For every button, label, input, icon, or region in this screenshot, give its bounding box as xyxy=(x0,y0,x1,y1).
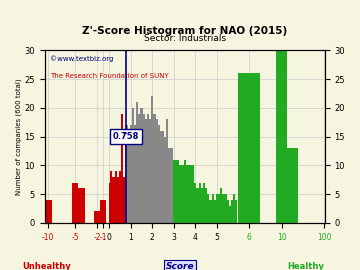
Text: ©www.textbiz.org: ©www.textbiz.org xyxy=(50,56,114,62)
Bar xyxy=(134,125,136,223)
Bar xyxy=(117,177,119,223)
Bar xyxy=(151,96,153,223)
Bar xyxy=(287,148,298,223)
Bar xyxy=(192,165,194,223)
Bar xyxy=(78,188,85,223)
Bar xyxy=(149,119,151,223)
Bar xyxy=(186,165,188,223)
Bar xyxy=(143,114,145,223)
Bar xyxy=(207,194,210,223)
Bar xyxy=(130,125,132,223)
Bar xyxy=(218,194,220,223)
Y-axis label: Number of companies (600 total): Number of companies (600 total) xyxy=(15,78,22,195)
Text: Sector: Industrials: Sector: Industrials xyxy=(144,34,226,43)
Bar xyxy=(114,171,117,223)
Bar xyxy=(175,160,177,223)
Bar xyxy=(138,114,140,223)
Bar xyxy=(201,188,203,223)
Bar xyxy=(212,194,214,223)
Text: Healthy: Healthy xyxy=(288,262,324,270)
Bar xyxy=(156,119,158,223)
Bar xyxy=(109,183,110,223)
Bar xyxy=(147,114,149,223)
Bar xyxy=(214,200,216,223)
Bar xyxy=(222,194,225,223)
Bar xyxy=(203,183,205,223)
Bar xyxy=(112,177,114,223)
Bar xyxy=(140,108,143,223)
Bar xyxy=(123,177,125,223)
Bar xyxy=(72,183,78,223)
Text: Unhealthy: Unhealthy xyxy=(22,262,71,270)
Bar xyxy=(225,194,227,223)
Bar xyxy=(210,200,212,223)
Bar xyxy=(145,119,147,223)
Text: Score: Score xyxy=(166,262,194,270)
Bar xyxy=(177,160,179,223)
Bar xyxy=(136,102,138,223)
Bar xyxy=(184,160,186,223)
Bar xyxy=(229,205,231,223)
Bar xyxy=(205,188,207,223)
Bar xyxy=(125,125,127,223)
Text: 0.758: 0.758 xyxy=(112,132,139,141)
Bar xyxy=(121,114,123,223)
Bar xyxy=(94,211,100,223)
Bar xyxy=(166,119,168,223)
Bar xyxy=(119,171,121,223)
Bar xyxy=(153,114,156,223)
Bar xyxy=(231,200,233,223)
Bar xyxy=(276,50,287,223)
Bar xyxy=(164,137,166,223)
Bar xyxy=(158,125,160,223)
Bar xyxy=(181,165,184,223)
Bar xyxy=(45,200,52,223)
Bar xyxy=(238,73,260,223)
Bar xyxy=(100,200,106,223)
Bar xyxy=(197,188,199,223)
Bar xyxy=(216,194,218,223)
Bar xyxy=(110,171,112,223)
Bar xyxy=(227,200,229,223)
Bar xyxy=(235,200,237,223)
Bar xyxy=(162,131,164,223)
Bar xyxy=(179,165,181,223)
Bar xyxy=(188,165,190,223)
Bar xyxy=(173,160,175,223)
Text: The Research Foundation of SUNY: The Research Foundation of SUNY xyxy=(50,73,169,79)
Bar xyxy=(190,165,192,223)
Bar xyxy=(160,131,162,223)
Bar xyxy=(168,148,171,223)
Bar xyxy=(220,188,222,223)
Bar xyxy=(199,183,201,223)
Bar xyxy=(127,131,130,223)
Title: Z'-Score Histogram for NAO (2015): Z'-Score Histogram for NAO (2015) xyxy=(82,26,287,36)
Bar xyxy=(194,183,197,223)
Bar xyxy=(132,108,134,223)
Bar xyxy=(171,148,173,223)
Bar xyxy=(233,194,235,223)
